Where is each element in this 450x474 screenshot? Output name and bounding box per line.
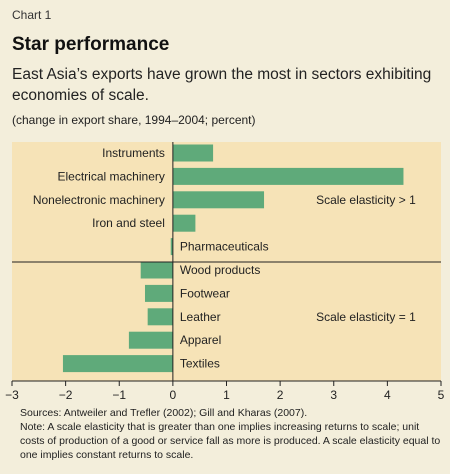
bar-leather [147,308,173,326]
chart-number: Chart 1 [12,8,52,22]
category-label: Electrical machinery [58,169,165,183]
bar-apparel [128,331,173,349]
x-tick-label: 4 [384,388,391,402]
x-tick-label: 5 [438,388,445,402]
bar-iron-and-steel [172,214,196,232]
chart-units: (change in export share, 1994–2004; perc… [12,113,256,127]
x-tick-label: −2 [59,388,73,402]
category-label: Textiles [180,357,220,371]
bar-nonelectronic-machinery [172,191,265,209]
bar-electrical-machinery [172,167,404,185]
bar-wood-products [140,261,173,279]
category-label: Apparel [180,333,221,347]
category-label: Nonelectronic machinery [33,193,165,207]
category-label: Wood products [180,263,261,277]
category-label: Footwear [180,286,230,300]
chart-title: Star performance [12,34,170,55]
category-label: Leather [180,310,221,324]
x-tick-label: −1 [112,388,126,402]
bar-textiles [62,355,173,373]
sources-text: Sources: Antweiler and Trefler (2002); G… [20,407,308,419]
x-tick-label: 3 [330,388,337,402]
bar-chart: Instruments Electrical machinery Nonelectr… [5,142,445,402]
category-label: Instruments [102,146,165,160]
bar-instruments [172,144,214,162]
x-tick-label: 0 [170,388,177,402]
x-tick-label: 2 [277,388,284,402]
group-label: Scale elasticity = 1 [316,310,416,324]
category-label: Iron and steel [92,216,165,230]
group-label: Scale elasticity > 1 [316,193,416,207]
category-label: Pharmaceuticals [180,240,269,254]
note-text: Note: A scale elasticity that is greater… [20,421,441,461]
chart-subtitle: East Asia’s exports have grown the most … [12,66,432,104]
bar-pharmaceuticals [170,238,173,256]
x-tick-label: −3 [5,388,19,402]
x-tick-label: 1 [223,388,230,402]
bar-footwear [144,284,173,302]
